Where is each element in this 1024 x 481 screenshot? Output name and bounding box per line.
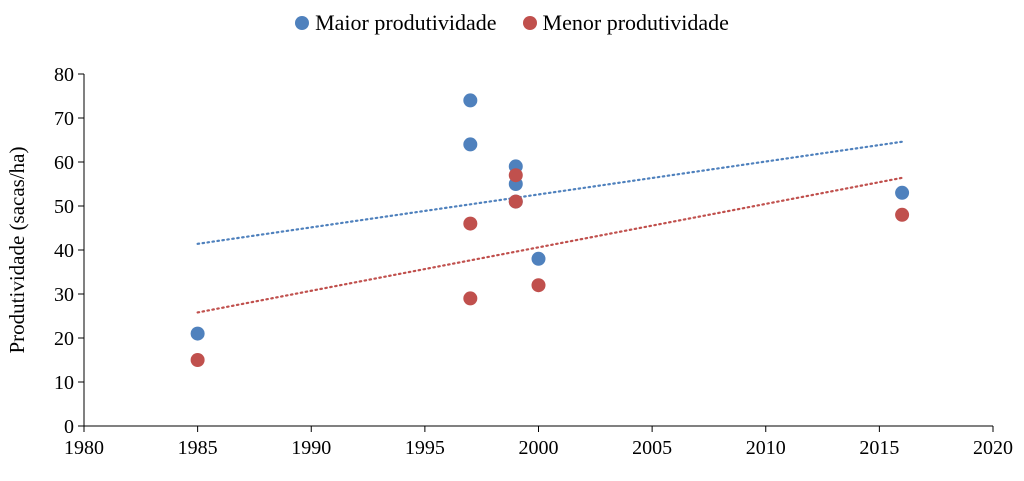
legend-item: Maior produtividade xyxy=(295,10,497,36)
y-tick-label: 80 xyxy=(54,64,74,86)
y-tick-label: 50 xyxy=(54,196,74,218)
data-point-menor xyxy=(463,216,478,231)
trendline-menor xyxy=(196,176,904,314)
chart-legend: Maior produtividade Menor produtividade xyxy=(0,10,1024,36)
x-tick-label: 2015 xyxy=(859,437,899,459)
x-tick-label: 1985 xyxy=(178,437,218,459)
y-tick-label: 40 xyxy=(54,240,74,262)
trendline-maior xyxy=(196,140,904,245)
x-tick-label: 1990 xyxy=(291,437,331,459)
data-point-maior xyxy=(190,326,205,341)
data-point-menor xyxy=(531,278,546,293)
x-tick-label: 2005 xyxy=(632,437,672,459)
legend-marker-icon xyxy=(295,16,310,30)
y-axis-title: Produtividade (sacas/ha) xyxy=(5,146,29,353)
data-point-menor xyxy=(508,194,523,209)
y-tick-label: 70 xyxy=(54,108,74,130)
y-tick-label: 20 xyxy=(54,328,74,350)
legend-label: Maior produtividade xyxy=(315,10,497,35)
data-point-menor xyxy=(508,168,523,183)
data-point-maior xyxy=(895,185,910,200)
data-point-maior xyxy=(463,137,478,152)
legend-item: Menor produtividade xyxy=(522,10,729,36)
data-point-menor xyxy=(463,291,478,306)
data-point-maior xyxy=(463,93,478,108)
data-point-menor xyxy=(190,353,205,367)
x-tick-label: 2020 xyxy=(973,437,1013,459)
data-point-menor xyxy=(895,207,910,222)
data-point-maior xyxy=(531,251,546,266)
x-tick-label: 2010 xyxy=(746,437,786,459)
y-tick-label: 60 xyxy=(54,152,74,174)
legend-marker-icon xyxy=(522,16,537,30)
x-tick-label: 2000 xyxy=(519,437,559,459)
x-tick-label: 1995 xyxy=(405,437,445,459)
legend-label: Menor produtividade xyxy=(542,10,729,35)
y-tick-label: 0 xyxy=(64,416,74,438)
x-tick-label: 1980 xyxy=(64,437,104,459)
y-tick-label: 10 xyxy=(54,372,74,394)
y-tick-label: 30 xyxy=(54,284,74,306)
